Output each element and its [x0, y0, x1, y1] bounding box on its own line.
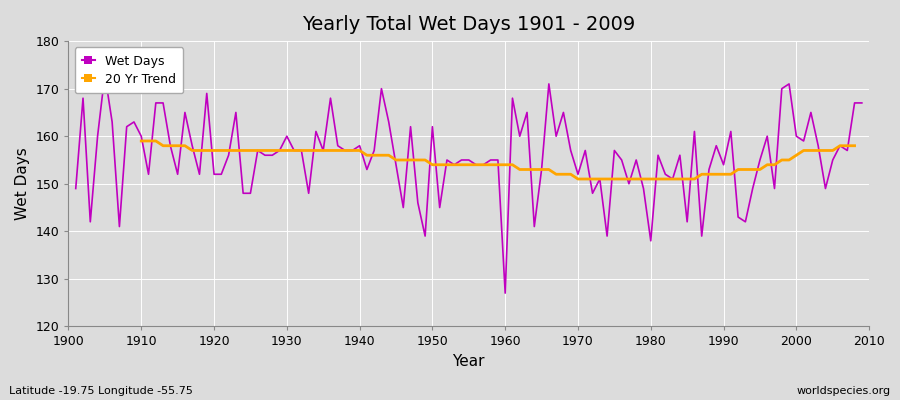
20 Yr Trend: [136, 138, 147, 143]
Text: worldspecies.org: worldspecies.org: [796, 386, 891, 396]
X-axis label: Year: Year: [453, 354, 485, 369]
Wet Days: [100, 72, 111, 77]
Wet Days: [514, 134, 525, 139]
20 Yr Trend: [514, 167, 525, 172]
Wet Days: [70, 186, 81, 191]
Wet Days: [296, 148, 307, 153]
Text: Latitude -19.75 Longitude -55.75: Latitude -19.75 Longitude -55.75: [9, 386, 193, 396]
Legend: Wet Days, 20 Yr Trend: Wet Days, 20 Yr Trend: [75, 47, 184, 93]
Wet Days: [857, 100, 868, 105]
Wet Days: [339, 148, 350, 153]
Line: Wet Days: Wet Days: [76, 74, 862, 293]
Line: 20 Yr Trend: 20 Yr Trend: [141, 141, 855, 179]
20 Yr Trend: [704, 172, 715, 177]
20 Yr Trend: [325, 148, 336, 153]
20 Yr Trend: [572, 177, 583, 182]
20 Yr Trend: [303, 148, 314, 153]
20 Yr Trend: [492, 162, 503, 167]
Wet Days: [500, 291, 510, 296]
20 Yr Trend: [355, 148, 365, 153]
Wet Days: [602, 234, 613, 238]
20 Yr Trend: [850, 143, 860, 148]
Wet Days: [507, 96, 517, 100]
Y-axis label: Wet Days: Wet Days: [15, 147, 30, 220]
Title: Yearly Total Wet Days 1901 - 2009: Yearly Total Wet Days 1901 - 2009: [302, 15, 635, 34]
Wet Days: [136, 134, 147, 139]
